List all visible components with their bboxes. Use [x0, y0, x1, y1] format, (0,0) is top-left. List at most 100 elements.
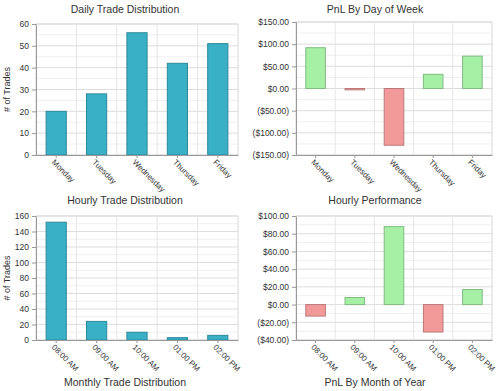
tick-label: 60	[20, 289, 30, 299]
tick: 0	[24, 335, 36, 345]
chart-title: PnL By Day of Week	[327, 3, 424, 15]
tick: $80.00	[263, 229, 296, 239]
tick-label: 40	[20, 63, 30, 73]
grid-category	[157, 24, 158, 155]
tick: 40	[20, 304, 36, 314]
tick-mark	[292, 66, 296, 67]
bar	[127, 33, 147, 155]
tick-label: 160	[15, 211, 29, 221]
tick-label: Tuesday	[90, 158, 118, 186]
tick-label: 0	[24, 150, 29, 160]
tick-label: $20.00	[263, 282, 289, 292]
tick-mark	[292, 287, 296, 288]
x-axis: 08:00 AM09:00 AM10:00 AM01:00 PM02:00 PM	[37, 340, 243, 374]
bars	[306, 48, 482, 146]
tick: $0.00	[268, 300, 296, 310]
tick: $60.00	[263, 247, 296, 257]
chart-title: Hourly Performance	[328, 194, 422, 206]
tick: 10:00 AM	[388, 340, 419, 373]
tick: $40.00	[263, 264, 296, 274]
bar	[306, 48, 326, 89]
tick: Friday	[466, 155, 488, 180]
grid-category	[76, 216, 77, 340]
tick: 100	[15, 258, 36, 268]
tick-label: Wednesday	[388, 158, 424, 194]
y-axis: 020406080100120140160	[15, 211, 37, 345]
bar	[46, 222, 66, 340]
tick-mark	[32, 232, 36, 233]
tick: 60	[20, 289, 36, 299]
tick-mark	[292, 251, 296, 252]
tick-label: Tuesday	[348, 158, 376, 186]
tick: Tuesday	[348, 155, 376, 186]
grid-category	[116, 216, 117, 340]
tick: Friday	[211, 155, 233, 180]
tick-mark	[32, 46, 36, 47]
bars	[46, 222, 228, 340]
panel: Daily Trade Distribution0102030405060Mon…	[2, 3, 239, 194]
chart-title: PnL By Month of Year	[324, 376, 426, 388]
tick-label: 60	[20, 19, 30, 29]
tick-mark	[292, 89, 296, 90]
tick: 80	[20, 273, 36, 283]
grid-category	[335, 216, 336, 340]
tick-label: ($150.00)	[253, 150, 290, 160]
tick: Monday	[309, 155, 335, 184]
tick-mark	[292, 111, 296, 112]
tick: Thursday	[427, 155, 457, 188]
tick-label: ($40.00)	[257, 335, 289, 345]
tick-label: $80.00	[263, 229, 289, 239]
tick-label: 09:00 AM	[348, 343, 379, 374]
axis-line	[296, 217, 297, 341]
tick-label: $0.00	[268, 84, 290, 94]
axis-title: # of Trades	[2, 66, 12, 112]
tick-label: Thursday	[427, 158, 457, 188]
tick: 30	[20, 85, 36, 95]
bar	[167, 338, 187, 340]
tick: Tuesday	[90, 155, 118, 186]
axis-title: # of Trades	[2, 255, 12, 301]
chart-title: Monthly Trade Distribution	[64, 376, 186, 388]
tick-mark	[32, 216, 36, 217]
tick: $100.00	[258, 39, 296, 49]
bar	[423, 74, 443, 88]
tick-label: 0	[24, 335, 29, 345]
tick: $20.00	[263, 282, 296, 292]
chart-title: Hourly Trade Distribution	[67, 194, 183, 206]
tick-label: 30	[20, 85, 30, 95]
tick-mark	[292, 234, 296, 235]
tick-label: Monday	[50, 158, 76, 184]
tick-mark	[32, 278, 36, 279]
panel: PnL By Month of Year	[324, 376, 426, 388]
grid-line	[296, 22, 492, 23]
grid-category	[413, 216, 414, 340]
axis-line	[36, 217, 37, 341]
tick-mark	[32, 133, 36, 134]
tick-mark	[292, 44, 296, 45]
grid-category	[197, 216, 198, 340]
tick-mark	[32, 247, 36, 248]
bar	[345, 297, 365, 304]
tick: 0	[24, 150, 36, 160]
grid-category	[116, 24, 117, 155]
tick: 140	[15, 227, 36, 237]
tick: 01:00 PM	[427, 340, 458, 374]
bars	[46, 33, 228, 155]
tick-mark	[32, 24, 36, 25]
tick-label: 08:00 AM	[50, 343, 81, 374]
tick: Thursday	[171, 155, 201, 188]
bar	[463, 290, 483, 305]
tick-label: ($50.00)	[257, 106, 289, 116]
tick: Monday	[50, 155, 76, 184]
tick-label: 10:00 AM	[388, 343, 419, 374]
y-axis: 0102030405060	[20, 19, 37, 160]
tick: ($40.00)	[257, 335, 296, 345]
tick-mark	[32, 309, 36, 310]
tick-mark	[292, 322, 296, 323]
bar	[46, 111, 66, 155]
tick-mark	[32, 294, 36, 295]
tick-label: 09:00 AM	[90, 343, 121, 374]
tick-label: ($100.00)	[253, 128, 290, 138]
tick-mark	[292, 155, 296, 156]
bar	[208, 44, 228, 155]
